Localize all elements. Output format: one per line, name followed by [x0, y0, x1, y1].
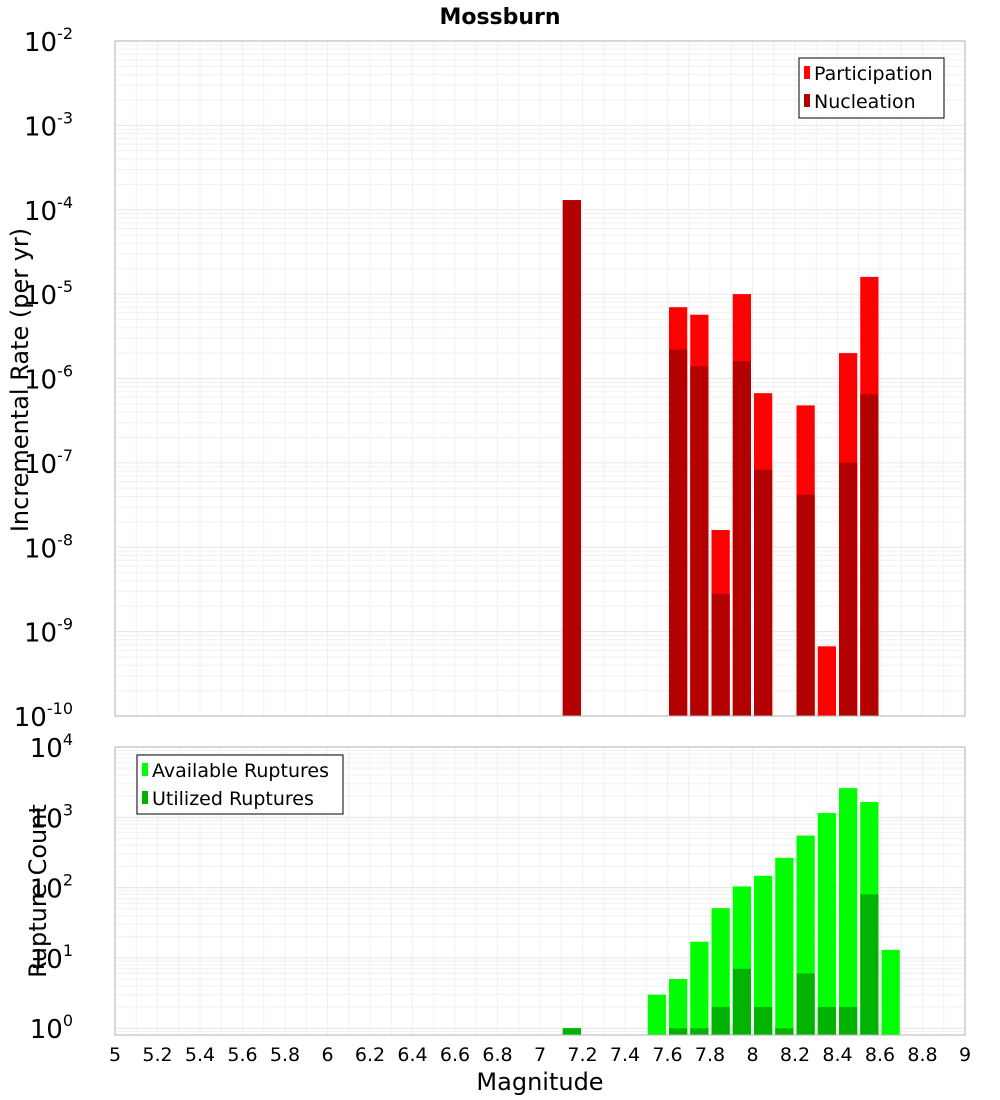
count-legend-label: Utilized Ruptures: [152, 788, 314, 810]
rate-plot: 10-1010-910-810-710-610-510-410-310-2Par…: [14, 24, 966, 733]
count-bar-available-ruptures: [754, 875, 773, 1035]
x-tick-label: 5.6: [227, 1044, 257, 1066]
count-bar-available-ruptures: [775, 857, 794, 1035]
count-bar-utilized-ruptures: [839, 1007, 858, 1035]
count-bar-available-ruptures: [647, 994, 666, 1035]
count-bar-utilized-ruptures: [732, 968, 751, 1035]
x-tick-label: 6.2: [355, 1044, 385, 1066]
x-tick-label: 5.4: [185, 1044, 215, 1066]
rate-legend-label: Nucleation: [814, 91, 916, 113]
count-bar-utilized-ruptures: [562, 1028, 581, 1035]
x-tick-label: 5.8: [270, 1044, 300, 1066]
x-tick-label: 7.8: [695, 1044, 725, 1066]
rate-plot-frame: [114, 40, 966, 717]
count-bar-utilized-ruptures: [754, 1007, 773, 1035]
rate-bar-nucleation: [562, 200, 581, 716]
rate-legend-swatch: [804, 66, 810, 79]
count-bar-utilized-ruptures: [669, 1028, 688, 1035]
count-bar-available-ruptures: [881, 949, 900, 1035]
x-tick-label: 6.8: [482, 1044, 512, 1066]
count-bar-utilized-ruptures: [817, 1007, 836, 1035]
count-y-tick-label: 104: [30, 730, 73, 764]
x-tick-label: 5: [109, 1044, 121, 1066]
rate-y-tick-label: 10-5: [24, 277, 73, 311]
rate-y-tick-label: 10-8: [24, 530, 73, 564]
top-y-axis-label: Incremental Rate (per yr): [6, 228, 34, 532]
x-tick-label: 7.6: [652, 1044, 682, 1066]
count-bar-utilized-ruptures: [711, 1007, 730, 1035]
x-tick-label: 6.6: [440, 1044, 470, 1066]
x-tick-label: 7: [534, 1044, 546, 1066]
x-tick-label: 8.4: [822, 1044, 852, 1066]
count-bar-utilized-ruptures: [860, 894, 879, 1035]
rate-y-tick-label: 10-10: [14, 699, 73, 733]
rate-bar-nucleation: [754, 469, 773, 716]
x-tick-label: 8.2: [780, 1044, 810, 1066]
rate-bar-nucleation: [860, 394, 879, 716]
rate-bar-nucleation: [839, 462, 858, 716]
count-legend-swatch: [142, 791, 148, 804]
count-bar-available-ruptures: [839, 788, 858, 1035]
rate-bar-nucleation: [690, 366, 709, 716]
rate-legend: [798, 57, 945, 119]
x-tick-label: 8.6: [865, 1044, 895, 1066]
count-bar-available-ruptures: [690, 941, 709, 1035]
x-tick-label: 8: [746, 1044, 758, 1066]
rate-y-tick-label: 10-3: [24, 108, 73, 142]
rate-legend-label: Participation: [814, 63, 933, 85]
count-plot-frame: [114, 746, 966, 1036]
x-tick-label: 8.8: [907, 1044, 937, 1066]
x-tick-label: 7.2: [567, 1044, 597, 1066]
count-bar-available-ruptures: [669, 979, 688, 1035]
count-legend: [136, 754, 344, 815]
rate-y-tick-label: 10-4: [24, 193, 73, 227]
count-y-tick-label: 100: [30, 1011, 73, 1045]
bottom-y-axis-label: Rupture Count: [24, 804, 52, 978]
count-bar-available-ruptures: [817, 813, 836, 1035]
x-tick-label: 6: [321, 1044, 333, 1066]
count-bar-available-ruptures: [711, 908, 730, 1035]
rate-bar-nucleation: [796, 494, 815, 716]
x-axis-label: Magnitude: [476, 1068, 603, 1096]
count-bar-utilized-ruptures: [796, 973, 815, 1035]
x-tick-label: 9: [959, 1044, 971, 1066]
rate-bar-nucleation: [711, 593, 730, 716]
rate-bar-nucleation: [732, 361, 751, 716]
rate-y-tick-label: 10-2: [24, 24, 73, 58]
x-tick-label: 6.4: [397, 1044, 427, 1066]
x-tick-label: 7.4: [610, 1044, 640, 1066]
rate-bar-nucleation: [669, 349, 688, 716]
count-bar-utilized-ruptures: [690, 1028, 709, 1035]
count-legend-swatch: [142, 763, 148, 776]
count-legend-label: Available Ruptures: [152, 760, 329, 782]
rate-legend-swatch: [804, 94, 810, 107]
count-bar-utilized-ruptures: [775, 1028, 794, 1035]
rate-y-tick-label: 10-9: [24, 615, 73, 649]
x-tick-label: 5.2: [142, 1044, 172, 1066]
chart-title: Mossburn: [439, 5, 560, 30]
rate-bar-participation: [817, 646, 836, 716]
